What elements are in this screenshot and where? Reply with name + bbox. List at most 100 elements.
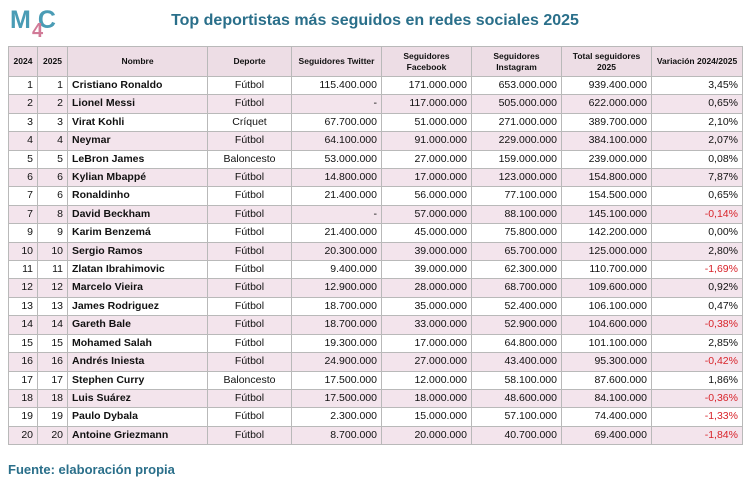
variation-cell: -1,84% xyxy=(651,425,743,446)
name-cell: Kylian Mbappé xyxy=(67,168,208,188)
sport-cell: Fútbol xyxy=(207,241,292,262)
total-cell: 239.000.000 xyxy=(561,149,652,170)
rank-2025-cell: 20 xyxy=(37,425,68,446)
total-cell: 110.700.000 xyxy=(561,260,652,280)
facebook-cell: 39.000.000 xyxy=(381,241,472,262)
variation-cell: 7,87% xyxy=(651,168,743,188)
instagram-cell: 75.800.000 xyxy=(471,223,562,243)
table-row: 3 3 Virat Kohli Críquet 67.700.000 51.000.000… xyxy=(8,112,743,133)
sport-cell: Fútbol xyxy=(207,333,292,354)
column-header: Seguidores Twitter xyxy=(291,46,382,77)
facebook-cell: 117.000.000 xyxy=(381,94,472,114)
twitter-cell: 21.400.000 xyxy=(291,186,382,206)
total-cell: 104.600.000 xyxy=(561,315,652,335)
rank-2025-cell: 11 xyxy=(37,260,68,280)
sport-cell: Fútbol xyxy=(207,407,292,427)
twitter-cell: 115.400.000 xyxy=(291,75,382,96)
table-row: 12 12 Marcelo Vieira Fútbol 12.900.000 28.000… xyxy=(8,278,743,298)
twitter-cell: 18.700.000 xyxy=(291,296,382,317)
sport-cell: Fútbol xyxy=(207,94,292,114)
facebook-cell: 17.000.000 xyxy=(381,168,472,188)
table-row: 9 9 Karim Benzemá Fútbol 21.400.000 45.000.00… xyxy=(8,223,743,243)
sport-cell: Fútbol xyxy=(207,352,292,372)
twitter-cell: 9.400.000 xyxy=(291,260,382,280)
twitter-cell: 17.500.000 xyxy=(291,388,382,409)
instagram-cell: 229.000.000 xyxy=(471,131,562,151)
name-cell: Andrés Iniesta xyxy=(67,352,208,372)
sport-cell: Fútbol xyxy=(207,186,292,206)
instagram-cell: 123.000.000 xyxy=(471,168,562,188)
sport-cell: Fútbol xyxy=(207,260,292,280)
rank-2024-cell: 3 xyxy=(8,112,38,133)
instagram-cell: 68.700.000 xyxy=(471,278,562,298)
total-cell: 106.100.000 xyxy=(561,296,652,317)
twitter-cell: 12.900.000 xyxy=(291,278,382,298)
variation-cell: 0,65% xyxy=(651,186,743,206)
total-cell: 109.600.000 xyxy=(561,278,652,298)
sport-cell: Fútbol xyxy=(207,425,292,446)
rank-2025-cell: 13 xyxy=(37,296,68,317)
sport-cell: Fútbol xyxy=(207,388,292,409)
rank-2025-cell: 8 xyxy=(37,204,68,225)
instagram-cell: 58.100.000 xyxy=(471,370,562,390)
table-row: 1 1 Cristiano Ronaldo Fútbol 115.400.000 171.… xyxy=(8,75,743,96)
instagram-cell: 57.100.000 xyxy=(471,407,562,427)
facebook-cell: 18.000.000 xyxy=(381,388,472,409)
facebook-cell: 28.000.000 xyxy=(381,278,472,298)
brand-logo: M C 4 xyxy=(10,4,60,44)
sport-cell: Fútbol xyxy=(207,168,292,188)
total-cell: 95.300.000 xyxy=(561,352,652,372)
variation-cell: 2,10% xyxy=(651,112,743,133)
total-cell: 154.500.000 xyxy=(561,186,652,206)
rank-2024-cell: 7 xyxy=(8,186,38,206)
table-header: 2024 2025 Nombre Deporte Seguidores Twitter S… xyxy=(8,46,743,77)
total-cell: 389.700.000 xyxy=(561,112,652,133)
name-cell: James Rodriguez xyxy=(67,296,208,317)
variation-cell: 2,80% xyxy=(651,241,743,262)
table-row: 2 2 Lionel Messi Fútbol -117.000.000 505.000.… xyxy=(8,94,743,114)
table-row: 17 17 Stephen Curry Baloncesto 17.500.000 12.… xyxy=(8,370,743,390)
twitter-cell: 8.700.000 xyxy=(291,425,382,446)
table-row: 5 5 LeBron James Baloncesto 53.000.000 27.000… xyxy=(8,149,743,170)
facebook-cell: 35.000.000 xyxy=(381,296,472,317)
facebook-cell: 15.000.000 xyxy=(381,407,472,427)
rank-2024-cell: 13 xyxy=(8,296,38,317)
facebook-cell: 27.000.000 xyxy=(381,149,472,170)
variation-cell: -1,33% xyxy=(651,407,743,427)
total-cell: 87.600.000 xyxy=(561,370,652,390)
name-cell: Virat Kohli xyxy=(67,112,208,133)
table-row: 13 13 James Rodriguez Fútbol 18.700.000 35.00… xyxy=(8,296,743,317)
instagram-cell: 271.000.000 xyxy=(471,112,562,133)
rank-2025-cell: 18 xyxy=(37,388,68,409)
column-header: Deporte xyxy=(207,46,292,77)
rank-2024-cell: 15 xyxy=(8,333,38,354)
rank-2024-cell: 7 xyxy=(8,204,38,225)
twitter-cell: 14.800.000 xyxy=(291,168,382,188)
name-cell: Karim Benzemá xyxy=(67,223,208,243)
name-cell: Zlatan Ibrahimovic xyxy=(67,260,208,280)
rank-2024-cell: 10 xyxy=(8,241,38,262)
rank-2024-cell: 1 xyxy=(8,75,38,96)
rank-2025-cell: 2 xyxy=(37,94,68,114)
twitter-cell: - xyxy=(291,94,382,114)
rank-2025-cell: 5 xyxy=(37,149,68,170)
rank-2025-cell: 19 xyxy=(37,407,68,427)
variation-cell: -0,38% xyxy=(651,315,743,335)
name-cell: David Beckham xyxy=(67,204,208,225)
sport-cell: Fútbol xyxy=(207,278,292,298)
twitter-cell: 19.300.000 xyxy=(291,333,382,354)
total-cell: 84.100.000 xyxy=(561,388,652,409)
facebook-cell: 45.000.000 xyxy=(381,223,472,243)
sport-cell: Fútbol xyxy=(207,296,292,317)
twitter-cell: 67.700.000 xyxy=(291,112,382,133)
table-row: 18 18 Luis Suárez Fútbol 17.500.000 18.000.00… xyxy=(8,388,743,409)
facebook-cell: 57.000.000 xyxy=(381,204,472,225)
rank-2024-cell: 16 xyxy=(8,352,38,372)
twitter-cell: 64.100.000 xyxy=(291,131,382,151)
variation-cell: 2,85% xyxy=(651,333,743,354)
total-cell: 145.100.000 xyxy=(561,204,652,225)
rank-2025-cell: 15 xyxy=(37,333,68,354)
name-cell: Sergio Ramos xyxy=(67,241,208,262)
instagram-cell: 65.700.000 xyxy=(471,241,562,262)
sport-cell: Críquet xyxy=(207,112,292,133)
